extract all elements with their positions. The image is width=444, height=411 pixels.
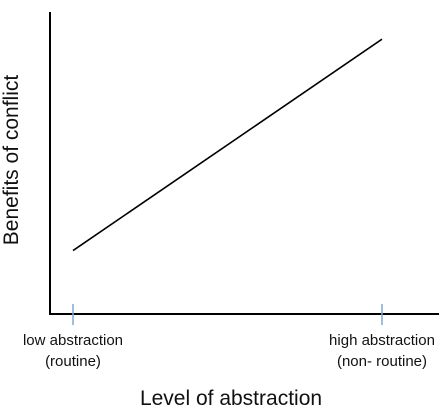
x-tick-label-1: high abstraction (non- routine) — [329, 332, 435, 370]
x-ticks — [72, 304, 383, 325]
series-layer — [72, 38, 383, 252]
y-axis-label: Benefits of conflict — [0, 75, 23, 246]
series-line-0 — [72, 38, 383, 252]
x-tick-label-line: low abstraction — [23, 332, 123, 349]
x-tick-label-line: high abstraction — [329, 332, 435, 349]
x-tick-labels: low abstraction (routine) high abstraction… — [23, 332, 435, 370]
x-axis-label: Level of abstraction — [140, 387, 322, 406]
x-tick-label-line: (routine) — [45, 353, 101, 370]
x-tick-label-line: (non- routine) — [337, 353, 427, 370]
x-tick-label-0: low abstraction (routine) — [23, 332, 123, 370]
